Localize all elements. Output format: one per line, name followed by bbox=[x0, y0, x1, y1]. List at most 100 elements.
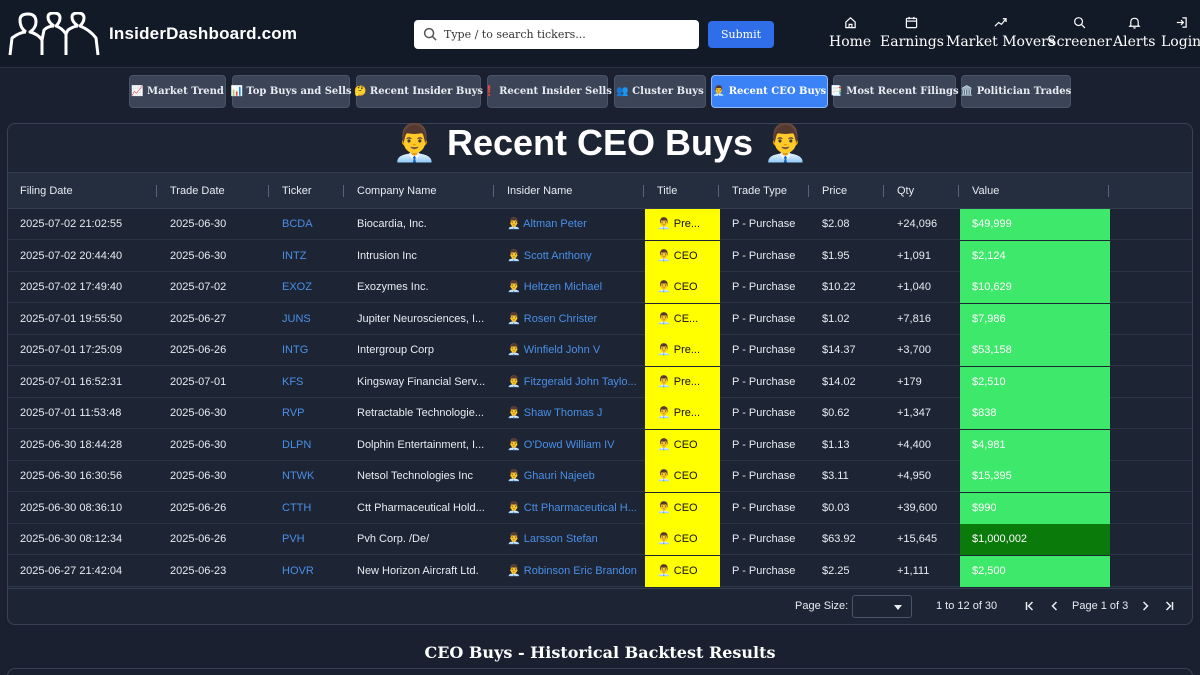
ticker-link[interactable]: BCDA bbox=[282, 218, 313, 230]
insider-link[interactable]: 👨‍💼 Rosen Christer bbox=[507, 312, 598, 325]
cell-company-name: Jupiter Neurosciences, I... bbox=[357, 312, 485, 325]
table-row[interactable]: 2025-07-02 21:02:55 2025-06-30 BCDA Biocard… bbox=[8, 209, 1192, 240]
insider-link[interactable]: 👨‍💼 Ghauri Najeeb bbox=[507, 470, 595, 482]
column-resize-handle[interactable] bbox=[958, 185, 959, 197]
page-size-select[interactable] bbox=[852, 595, 912, 618]
brand-name[interactable]: InsiderDashboard.com bbox=[109, 24, 298, 43]
insider-link[interactable]: 👨‍💼 Scott Anthony bbox=[507, 249, 592, 262]
column-resize-handle[interactable] bbox=[718, 185, 719, 197]
column-resize-handle[interactable] bbox=[493, 185, 494, 197]
table-row[interactable]: 2025-07-01 11:53:48 2025-06-30 RVP Retracta… bbox=[8, 398, 1192, 429]
table-row[interactable]: 2025-07-02 20:44:40 2025-06-30 INTZ Intrusi… bbox=[8, 240, 1192, 272]
table-row[interactable]: 2025-06-30 16:30:56 2025-06-30 NTWK Netsol … bbox=[8, 461, 1192, 492]
cell-trade-type: P - Purchase bbox=[732, 281, 796, 293]
cell-filing-date: 2025-07-01 17:25:09 bbox=[20, 344, 123, 356]
nav-earnings[interactable]: Earnings bbox=[880, 16, 944, 50]
cell-trade-date: 2025-06-26 bbox=[170, 344, 227, 356]
table-row[interactable]: 2025-06-30 08:12:34 2025-06-26 PVH Pvh Corp… bbox=[8, 524, 1192, 555]
insider-link[interactable]: 👨‍💼 Shaw Thomas J bbox=[507, 407, 603, 419]
column-header-qty[interactable]: Qty bbox=[897, 185, 915, 197]
previous-page-icon[interactable] bbox=[1049, 600, 1061, 612]
column-header-value[interactable]: Value bbox=[972, 185, 1000, 197]
cell-title: 👨‍💼 Pre... bbox=[645, 398, 720, 429]
cell-price: $0.03 bbox=[822, 501, 850, 514]
ticker-link[interactable]: EXOZ bbox=[282, 281, 312, 293]
column-header-trade-date[interactable]: Trade Date bbox=[170, 185, 225, 197]
column-resize-handle[interactable] bbox=[156, 185, 157, 197]
table-row[interactable]: 2025-07-01 17:25:09 2025-06-26 INTG Intergr… bbox=[8, 335, 1192, 366]
column-header-trade-type[interactable]: Trade Type bbox=[732, 185, 788, 197]
ticker-link[interactable]: KFS bbox=[282, 375, 304, 388]
logo-icon[interactable] bbox=[8, 12, 100, 56]
ticker-link[interactable]: CTTH bbox=[282, 501, 312, 514]
tab-most-recent-filings[interactable]: 📑 Most Recent Filings bbox=[830, 75, 959, 108]
insider-link[interactable]: 👨‍💼 Altman Peter bbox=[507, 218, 587, 230]
cell-company-name: Intergroup Corp bbox=[357, 344, 435, 356]
ticker-link[interactable]: RVP bbox=[282, 407, 305, 419]
column-header-filing-date[interactable]: Filing Date bbox=[20, 185, 73, 197]
last-page-icon[interactable] bbox=[1163, 600, 1175, 612]
column-header-title[interactable]: Title bbox=[657, 185, 678, 197]
ticker-link[interactable]: JUNS bbox=[282, 312, 311, 325]
cell-title: 👨‍💼 Pre... bbox=[645, 366, 720, 398]
nav-earnings-label: Earnings bbox=[880, 34, 944, 50]
cell-trade-type: P - Purchase bbox=[732, 344, 796, 356]
section-tabs: 📈 Market Trend 📊 Top Buys and Sells 🤔 Re… bbox=[0, 68, 1200, 118]
cell-trade-date: 2025-06-30 bbox=[170, 470, 227, 482]
column-resize-handle[interactable] bbox=[808, 185, 809, 197]
tab-recent-insider-buys[interactable]: 🤔 Recent Insider Buys bbox=[354, 75, 483, 108]
tab-top-buys-sells[interactable]: 📊 Top Buys and Sells bbox=[230, 75, 352, 108]
page-title: 👨‍💼 Recent CEO Buys 👨‍💼 bbox=[392, 122, 808, 163]
table-row[interactable]: 2025-07-02 17:49:40 2025-07-02 EXOZ Exozyme… bbox=[8, 272, 1192, 303]
table-row[interactable]: 2025-06-30 18:44:28 2025-06-30 DLPN Dolphin… bbox=[8, 429, 1192, 461]
cell-trade-type: P - Purchase bbox=[732, 438, 796, 451]
nav-market-movers[interactable]: Market Movers bbox=[946, 16, 1055, 50]
table-row[interactable]: 2025-06-27 21:42:04 2025-06-23 HOVR New Hor… bbox=[8, 555, 1192, 587]
column-header-company-name[interactable]: Company Name bbox=[357, 185, 437, 197]
table-row[interactable]: 2025-07-01 16:52:31 2025-07-01 KFS Kingsway… bbox=[8, 366, 1192, 398]
chevron-down-icon bbox=[894, 605, 902, 610]
column-resize-handle[interactable] bbox=[883, 185, 884, 197]
table-row[interactable]: 2025-06-30 08:36:10 2025-06-26 CTTH Ctt Pha… bbox=[8, 492, 1192, 524]
column-resize-handle[interactable] bbox=[1108, 185, 1109, 197]
tab-politician-trades[interactable]: 🏛️ Politician Trades bbox=[961, 75, 1071, 108]
cell-trade-date: 2025-06-30 bbox=[170, 249, 227, 262]
ticker-link[interactable]: NTWK bbox=[282, 470, 315, 482]
submit-button[interactable]: Submit bbox=[708, 21, 774, 48]
column-header-insider-name[interactable]: Insider Name bbox=[507, 185, 573, 197]
ticker-link[interactable]: DLPN bbox=[282, 438, 312, 451]
first-page-icon[interactable] bbox=[1024, 600, 1036, 612]
insider-link[interactable]: 👨‍💼 Ctt Pharmaceutical H... bbox=[507, 501, 637, 514]
column-resize-handle[interactable] bbox=[268, 185, 269, 197]
next-page-icon[interactable] bbox=[1139, 600, 1151, 612]
tab-cluster-buys[interactable]: 👥 Cluster Buys bbox=[614, 75, 706, 108]
cell-title: 👨‍💼 CEO bbox=[645, 240, 720, 272]
column-header-price[interactable]: Price bbox=[822, 185, 848, 197]
tab-recent-insider-sells[interactable]: ❗ Recent Insider Sells bbox=[483, 75, 612, 108]
column-resize-handle[interactable] bbox=[643, 185, 644, 197]
insider-link[interactable]: 👨‍💼 O'Dowd William IV bbox=[507, 438, 615, 451]
insider-link[interactable]: 👨‍💼 Heltzen Michael bbox=[507, 281, 603, 293]
cell-filing-date: 2025-06-30 08:36:10 bbox=[20, 501, 123, 514]
ticker-link[interactable]: PVH bbox=[282, 533, 305, 545]
ticker-link[interactable]: INTZ bbox=[282, 249, 307, 262]
ticker-link[interactable]: HOVR bbox=[282, 564, 314, 577]
nav-login[interactable]: Login bbox=[1161, 16, 1200, 50]
column-resize-handle[interactable] bbox=[343, 185, 344, 197]
insider-link[interactable]: 👨‍💼 Winfield John V bbox=[507, 344, 601, 356]
cell-company-name: Exozymes Inc. bbox=[357, 281, 429, 293]
nav-home[interactable]: Home bbox=[829, 16, 871, 50]
ticker-link[interactable]: INTG bbox=[282, 344, 309, 356]
insider-link[interactable]: 👨‍💼 Robinson Eric Brandon bbox=[507, 564, 637, 577]
nav-screener[interactable]: Screener bbox=[1047, 16, 1112, 50]
tab-recent-ceo-buys[interactable]: 👨‍💼 Recent CEO Buys bbox=[711, 75, 828, 108]
tab-market-trend[interactable]: 📈 Market Trend bbox=[129, 75, 226, 108]
table-row[interactable]: 2025-07-01 19:55:50 2025-06-27 JUNS Jupiter… bbox=[8, 303, 1192, 335]
insider-link[interactable]: 👨‍💼 Larsson Stefan bbox=[507, 533, 598, 545]
search-icon bbox=[423, 27, 437, 41]
ticker-search-input[interactable] bbox=[444, 25, 689, 44]
cell-filing-date: 2025-06-30 16:30:56 bbox=[20, 470, 123, 482]
nav-alerts[interactable]: Alerts bbox=[1113, 16, 1155, 50]
insider-link[interactable]: 👨‍💼 Fitzgerald John Taylo... bbox=[507, 375, 637, 388]
column-header-ticker[interactable]: Ticker bbox=[282, 185, 312, 197]
